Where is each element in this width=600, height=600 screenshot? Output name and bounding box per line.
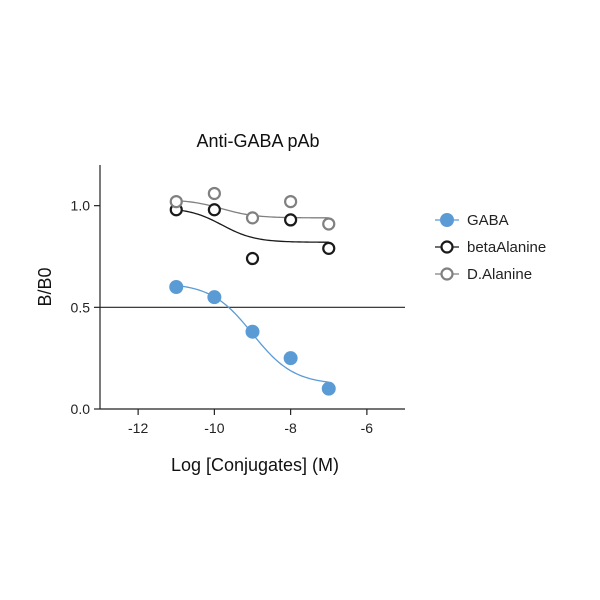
data-point xyxy=(207,203,221,217)
legend: GABA betaAlanine D.Alanine xyxy=(435,212,546,283)
data-point xyxy=(284,195,298,209)
legend-label: betaAlanine xyxy=(467,239,546,256)
data-point xyxy=(207,186,221,201)
y-axis-title: B/B0 xyxy=(35,267,55,306)
data-point xyxy=(322,241,336,255)
legend-marker xyxy=(440,240,454,254)
data-point xyxy=(322,217,336,231)
fit-curve xyxy=(176,209,329,243)
chart-title: Anti-GABA pAb xyxy=(196,131,319,151)
x-tick-label: -8 xyxy=(284,420,297,436)
y-tick-label: 0.5 xyxy=(71,299,91,315)
data-points xyxy=(169,186,336,396)
axes: -12 -10 -8 -6 0.0 0.5 1.0 xyxy=(71,165,405,436)
data-point xyxy=(284,213,298,227)
data-point xyxy=(245,324,260,339)
y-tick-label: 1.0 xyxy=(71,198,91,214)
data-point xyxy=(245,211,260,225)
x-tick-label: -12 xyxy=(128,420,148,436)
data-point xyxy=(321,381,336,396)
data-point xyxy=(245,251,260,266)
legend-label: GABA xyxy=(467,212,509,229)
x-tick-label: -10 xyxy=(204,420,224,436)
data-point xyxy=(207,290,222,305)
legend-marker xyxy=(440,267,454,281)
data-point xyxy=(169,280,184,294)
x-axis-title: Log [Conjugates] (M) xyxy=(171,455,339,475)
legend-marker xyxy=(440,213,454,227)
data-point xyxy=(169,195,183,209)
x-tick-label: -6 xyxy=(361,420,374,436)
data-point xyxy=(283,351,298,366)
legend-label: D.Alanine xyxy=(467,266,532,283)
fit-curves xyxy=(176,200,329,383)
y-tick-label: 0.0 xyxy=(71,401,91,417)
